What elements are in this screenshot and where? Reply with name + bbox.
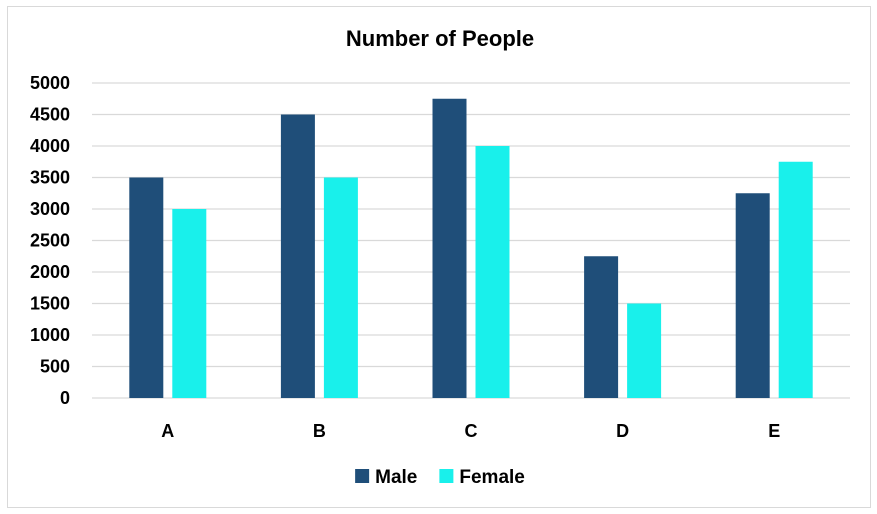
y-tick-label: 4500: [30, 105, 70, 125]
legend-swatch-male: [355, 469, 370, 483]
bar-female-d: [627, 303, 662, 398]
x-axis-ticks: A B C D E: [161, 421, 780, 441]
x-tick-label: D: [616, 421, 629, 441]
y-tick-label: 0: [60, 388, 70, 408]
gridlines: [92, 82, 850, 399]
x-tick-label: B: [313, 421, 326, 441]
y-tick-label: 500: [40, 357, 70, 377]
y-tick-label: 1000: [30, 325, 70, 345]
y-tick-label: 3000: [30, 199, 70, 219]
legend-label-female: Female: [459, 467, 524, 488]
y-tick-label: 3500: [30, 168, 70, 188]
x-tick-label: E: [768, 421, 780, 441]
y-tick-label: 2000: [30, 262, 70, 282]
legend-label-male: Male: [375, 467, 417, 488]
legend-swatch-female: [439, 469, 454, 483]
bar-male-a: [129, 177, 164, 398]
y-tick-label: 5000: [30, 73, 70, 93]
legend: Male Female: [355, 467, 525, 488]
y-tick-label: 1500: [30, 294, 70, 314]
y-tick-label: 4000: [30, 136, 70, 156]
y-tick-label: 2500: [30, 231, 70, 251]
bar-female-b: [323, 177, 358, 398]
x-tick-label: C: [465, 421, 478, 441]
bar-male-d: [584, 256, 619, 398]
bar-male-c: [432, 98, 467, 398]
chart-title: Number of People: [346, 26, 534, 51]
bar-female-a: [172, 209, 207, 398]
x-tick-label: A: [161, 421, 174, 441]
y-axis-ticks: 0 500 1000 1500 2000 2500 3000 3500 4000 4500 5000: [30, 73, 70, 408]
bar-female-c: [475, 146, 510, 398]
bar-male-e: [735, 193, 770, 398]
bar-female-e: [778, 161, 813, 398]
bars: [129, 98, 813, 398]
bar-male-b: [280, 114, 315, 398]
